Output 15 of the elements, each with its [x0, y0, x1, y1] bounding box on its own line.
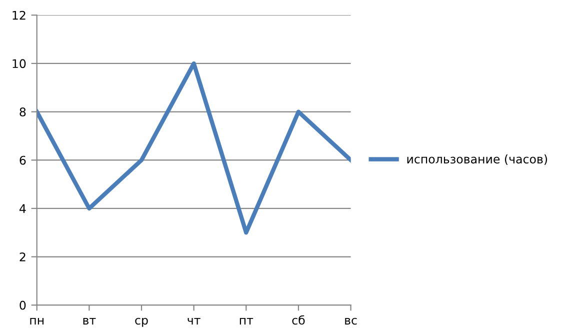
- x-tick-label: вс: [345, 318, 357, 325]
- y-tick-label: 4: [20, 204, 26, 213]
- y-tick-label: 8: [20, 108, 26, 116]
- y-tick-label: 10: [12, 59, 26, 68]
- x-tick-label: пн: [30, 318, 44, 324]
- x-tick-label: пт: [240, 318, 254, 324]
- y-tick-label: 2: [20, 252, 26, 262]
- x-tick-label: вт: [83, 318, 96, 324]
- y-tick-label: 12: [12, 10, 26, 20]
- y-tick-label: 6: [20, 156, 26, 165]
- y-tick-label: 0: [20, 300, 26, 310]
- x-tick-label: чт: [188, 318, 200, 324]
- x-tick-label: сб: [292, 315, 305, 325]
- x-tick-label: ср: [135, 318, 148, 327]
- legend-label: использование (часов): [407, 154, 548, 165]
